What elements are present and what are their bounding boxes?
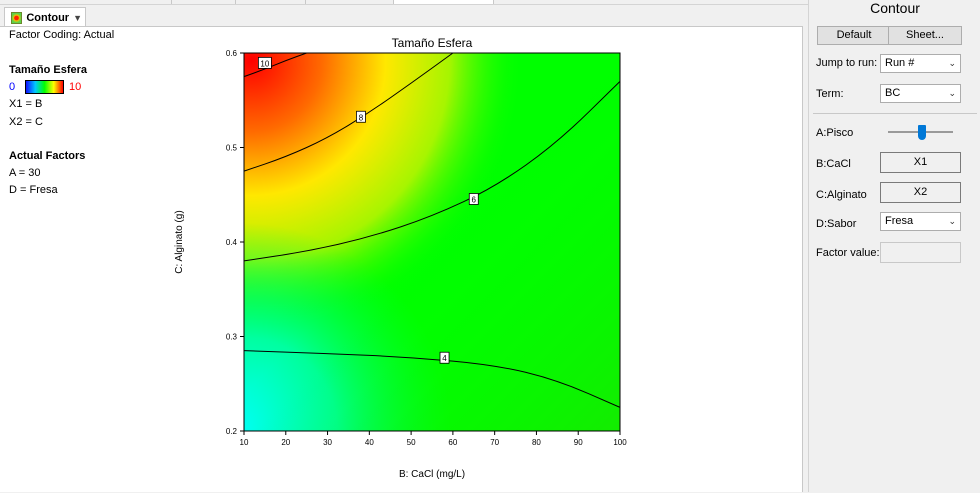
- actual-factors-title: Actual Factors: [9, 150, 86, 162]
- contour-line-8: [243, 52, 454, 172]
- tab-contour[interactable]: Contour ▼: [4, 7, 86, 28]
- x-tick-label: 80: [532, 438, 541, 447]
- x1-mapping: X1 = B: [9, 98, 43, 110]
- sabor-select[interactable]: Fresa ⌄: [880, 212, 961, 231]
- factor-b-label: B:CaCl: [816, 158, 851, 170]
- default-button[interactable]: Default: [817, 26, 891, 45]
- chart-title: Tamaño Esfera: [392, 36, 473, 50]
- chevron-down-icon: ⌄: [948, 216, 956, 226]
- x-tick-label: 50: [407, 438, 416, 447]
- legend-max-value: 10: [69, 81, 82, 93]
- y-tick-label: 0.4: [226, 238, 238, 247]
- contour-label-10: 10: [260, 59, 269, 68]
- top-tab-strip: [0, 0, 808, 5]
- factor-a-value: A = 30: [9, 167, 41, 179]
- contour-label-box: [257, 56, 272, 69]
- top-tab-fragment[interactable]: [172, 0, 236, 4]
- contour-label-8: 8: [359, 113, 364, 122]
- sabor-value: Fresa: [885, 215, 914, 227]
- x-tick-label: 30: [323, 438, 332, 447]
- contour-fill-shade: [244, 53, 620, 431]
- contour-label-6: 6: [472, 195, 477, 204]
- top-tab-fragment[interactable]: [0, 0, 172, 4]
- color-scale-bar: [25, 80, 64, 94]
- x-tick-label: 10: [240, 438, 249, 447]
- contour-label-box: [356, 110, 366, 123]
- jump-to-run-label: Jump to run:: [816, 57, 878, 69]
- panel-divider: [813, 113, 977, 114]
- factor-coding-text: Factor Coding: Actual: [9, 29, 115, 41]
- contour-line-6: [243, 80, 621, 262]
- top-tab-fragment[interactable]: [236, 0, 306, 4]
- term-label: Term:: [816, 88, 844, 100]
- contour-line-4: [243, 350, 621, 408]
- contour-plot-icon: [11, 12, 23, 24]
- top-tab-fragment-active[interactable]: [394, 0, 494, 4]
- y-tick-label: 0.2: [226, 427, 238, 436]
- jump-to-run-select[interactable]: Run # ⌄: [880, 54, 961, 73]
- x-tick-label: 70: [490, 438, 499, 447]
- chevron-down-icon[interactable]: ▼: [73, 13, 82, 23]
- jump-to-run-value: Run #: [885, 57, 915, 69]
- tab-contour-label: Contour: [26, 12, 70, 24]
- view-tab-bar: Contour ▼: [0, 5, 808, 28]
- chevron-down-icon: ⌄: [948, 58, 956, 68]
- y-tick-label: 0.5: [226, 144, 238, 153]
- contour-fill: [244, 53, 620, 431]
- factor-value-label: Factor value:: [816, 247, 880, 259]
- top-tab-fragment[interactable]: [306, 0, 394, 4]
- x-axis-label: B: CaCl (mg/L): [399, 469, 465, 480]
- x2-mapping: X2 = C: [9, 116, 43, 128]
- x-tick-label: 60: [448, 438, 457, 447]
- sheet-button[interactable]: Sheet...: [888, 26, 962, 45]
- y-tick-label: 0.3: [226, 333, 238, 342]
- contour-label-box: [439, 351, 450, 364]
- x-tick-label: 40: [365, 438, 374, 447]
- pisco-slider-handle[interactable]: [918, 125, 926, 140]
- legend-min-value: 0: [9, 81, 16, 93]
- factor-d-value: D = Fresa: [9, 184, 58, 196]
- y-axis-label: C: Alginato (g): [174, 210, 185, 273]
- contour-tool-panel: Contour Default Sheet... Jump to run: Ru…: [808, 0, 980, 492]
- factor-a-label: A:Pisco: [816, 127, 854, 139]
- factor-b-axis-button[interactable]: X1: [880, 152, 961, 173]
- term-select[interactable]: BC ⌄: [880, 84, 961, 103]
- graph-area: Factor Coding: Actual Tamaño Esfera 0 10…: [0, 26, 803, 492]
- panel-title: Contour: [870, 0, 920, 16]
- contour-label-box: [468, 193, 479, 205]
- x-tick-label: 90: [574, 438, 583, 447]
- contour-label-4: 4: [442, 354, 447, 363]
- y-tick-label: 0.6: [226, 49, 238, 58]
- response-title: Tamaño Esfera: [9, 64, 88, 76]
- factor-c-axis-button[interactable]: X2: [880, 182, 961, 203]
- factor-d-label: D:Sabor: [816, 218, 857, 230]
- chevron-down-icon: ⌄: [948, 88, 956, 98]
- x-tick-label: 100: [613, 438, 627, 447]
- term-value: BC: [885, 87, 901, 99]
- factor-value-input[interactable]: [880, 242, 961, 263]
- factor-c-label: C:Alginato: [816, 189, 867, 201]
- x-tick-label: 20: [281, 438, 290, 447]
